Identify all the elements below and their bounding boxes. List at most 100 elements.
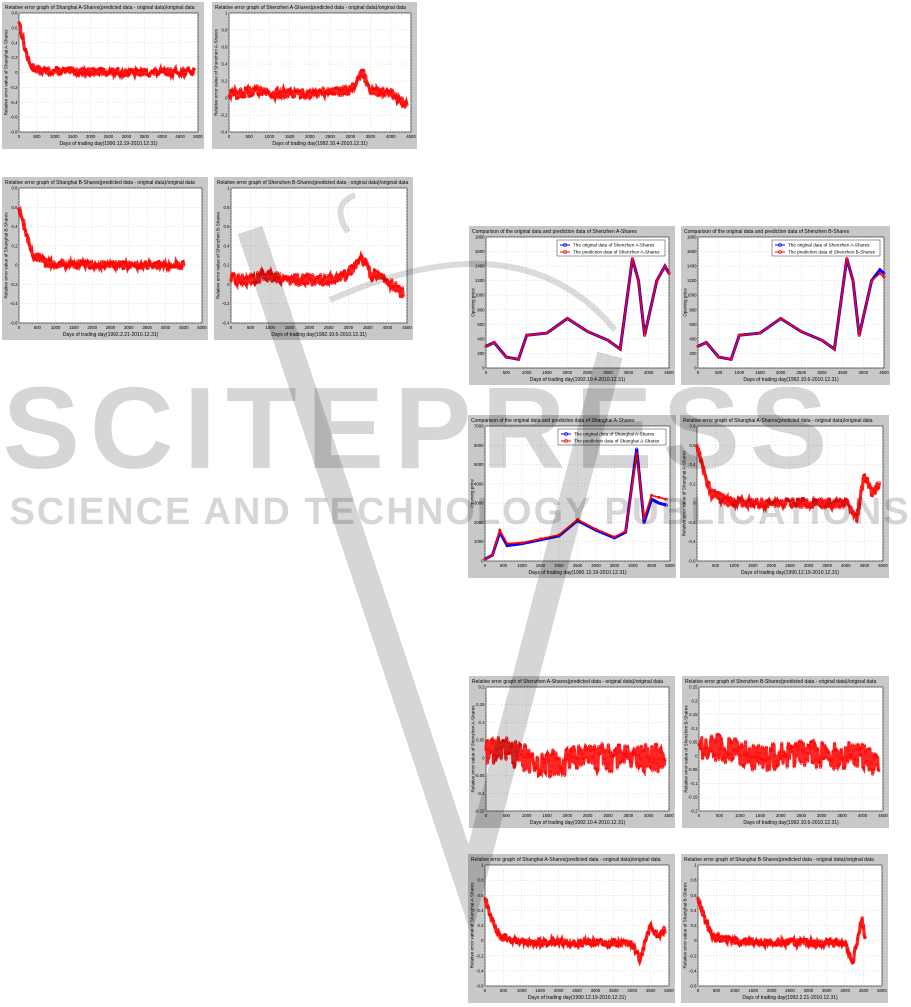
x-tick-label: 1000 — [517, 563, 527, 568]
data-point — [613, 535, 617, 539]
y-tick-label: 0.2 — [691, 923, 698, 928]
y-tick-label: -0.2 — [220, 113, 228, 118]
legend-marker — [563, 243, 567, 247]
x-axis-label: Days of trading day(1992.10.4-2010.12.31… — [530, 820, 626, 826]
chart-svg: 0 500 1000 1500 2000 2500 3000 3500 4000 4500 -0.1… — [471, 679, 675, 826]
y-tick-label: 0.8 — [224, 205, 231, 210]
y-axis-label: Opening price — [470, 479, 475, 508]
data-point — [729, 357, 733, 361]
chart-panel-shenzhen-b-comparison: 0 500 1000 1500 2000 2500 3000 3500 4000 4500 0 200… — [681, 226, 890, 385]
y-tick-label: 0.6 — [224, 224, 231, 229]
y-tick-label: -0.4 — [10, 100, 18, 105]
data-point — [820, 338, 824, 342]
x-tick-label: 500 — [500, 563, 508, 568]
x-tick-label: 2000 — [776, 813, 786, 818]
x-tick-label: 0 — [18, 325, 21, 330]
chart-panel-shanghai-a-error: 0 500 1000 1500 2000 2500 3000 3500 4000 4500 5000… — [2, 2, 204, 149]
chart-title: Relative error graph of Shanghai A-Share… — [471, 857, 661, 863]
y-tick-label: -0.4 — [688, 539, 696, 544]
x-tick-label: 0 — [230, 325, 233, 330]
y-tick-label: 1800 — [475, 235, 485, 240]
x-tick-label: 1000 — [735, 370, 745, 375]
y-tick-label: 0.25 — [689, 685, 698, 690]
x-tick-label: 2000 — [554, 988, 564, 993]
chart-panel-shanghai-a-error-3: 0 500 1000 1500 2000 2500 3000 3500 4000 4500 5000… — [468, 854, 675, 1003]
y-tick-label: -0.15 — [475, 809, 485, 814]
x-tick-label: 2500 — [583, 370, 593, 375]
x-tick-label: 2000 — [87, 325, 97, 330]
plot-area — [230, 187, 408, 324]
y-tick-label: 200 — [477, 351, 485, 356]
y-tick-label: 0.2 — [224, 263, 231, 268]
data-point — [642, 517, 646, 521]
x-tick-label: 0 — [18, 134, 21, 139]
x-tick-label: 3000 — [603, 813, 613, 818]
x-tick-label: 4500 — [859, 988, 869, 993]
x-tick-label: 2000 — [767, 563, 777, 568]
series — [229, 250, 405, 299]
y-tick-label: 1 — [227, 186, 230, 191]
data-point — [505, 542, 509, 546]
series — [483, 451, 668, 561]
x-tick-label: 1000 — [730, 988, 740, 993]
legend: The original data of Shenzhen A-Shares Th… — [556, 239, 666, 257]
data-point — [717, 355, 721, 359]
x-tick-label: 5000 — [665, 563, 675, 568]
x-tick-label: 4500 — [646, 988, 656, 993]
x-tick-label: 4000 — [841, 563, 851, 568]
x-tick-label: 1500 — [755, 370, 765, 375]
y-tick-label: 0 — [694, 366, 697, 371]
chart-panel-shenzhen-a-error: 0 500 1000 1500 2000 2500 3000 3500 4000 4500 -0.4… — [212, 2, 417, 149]
series-line — [17, 205, 186, 275]
data-point — [704, 341, 708, 345]
x-tick-label: 2000 — [86, 134, 96, 139]
series-line — [228, 68, 409, 109]
legend-marker — [564, 432, 568, 436]
y-tick-label: 600 — [689, 322, 697, 327]
y-axis-label: Relative error value of Shanghai A-Share… — [682, 450, 687, 537]
data-point — [484, 344, 488, 348]
x-tick-label: 3000 — [817, 370, 827, 375]
y-tick-label: 0 — [482, 366, 485, 371]
x-axis-label: Days of trading day(1990.12.19-2010.12.3… — [59, 141, 157, 147]
y-axis-label: Relative error value of Shanghai B-Share… — [683, 882, 688, 969]
y-tick-label: -0.8 — [10, 130, 18, 135]
x-tick-label: 0 — [484, 563, 487, 568]
data-point — [857, 333, 861, 337]
chart-title: Relative error graph of Shanghai A-Share… — [683, 418, 873, 424]
y-tick-label: -0.6 — [689, 984, 697, 989]
y-tick-label: -0.1 — [690, 781, 698, 786]
series — [17, 20, 196, 82]
y-tick-label: 0.8 — [690, 424, 697, 429]
x-tick-label: 4000 — [858, 813, 868, 818]
x-tick-label: 4000 — [859, 370, 869, 375]
x-tick-label: 4000 — [644, 370, 654, 375]
y-tick-label: 1400 — [475, 264, 485, 269]
y-tick-label: 0.4 — [222, 62, 229, 67]
data-point — [594, 527, 598, 531]
plot-area — [697, 236, 885, 369]
y-tick-label: -0.2 — [690, 809, 698, 814]
chart-title: Comparison of the original data and pred… — [471, 418, 635, 424]
chart-svg: 0 500 1000 1500 2000 2500 3000 3500 4000 4500 5000… — [470, 857, 675, 1001]
data-point — [483, 557, 487, 561]
series-line — [485, 258, 670, 361]
x-tick-label: 500 — [503, 370, 511, 375]
y-tick-label: -0.2 — [10, 85, 18, 90]
x-tick-label: 3500 — [142, 325, 152, 330]
series — [17, 205, 186, 275]
data-point — [545, 331, 549, 335]
data-point — [565, 317, 569, 321]
chart-title: Relative error graph of Shanghai B-Share… — [684, 857, 874, 863]
series — [484, 257, 671, 361]
y-tick-label: 800 — [689, 307, 697, 312]
x-tick-label: 1000 — [735, 813, 745, 818]
x-tick-label: 3500 — [366, 134, 376, 139]
x-tick-label: 500 — [34, 325, 42, 330]
x-axis-label: Days of trading day(1992.10.4-2010.12.31… — [530, 377, 626, 383]
chart-panel-shenzhen-a-error-2: 0 500 1000 1500 2000 2500 3000 3500 4000 4500 -0.1… — [469, 676, 675, 828]
x-tick-label: 5000 — [664, 988, 674, 993]
x-tick-label: 3500 — [610, 563, 620, 568]
series-line — [695, 445, 881, 522]
series-line — [229, 250, 405, 298]
